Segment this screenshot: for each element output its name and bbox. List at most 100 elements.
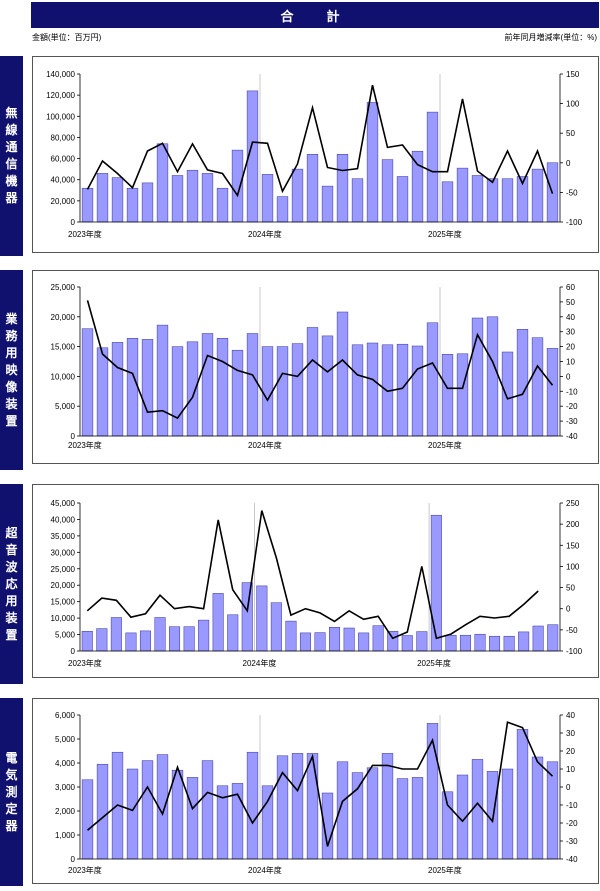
- left-tick-label: 60,000: [51, 155, 76, 164]
- bar: [396, 778, 409, 860]
- bar: [547, 624, 559, 652]
- left-tick-label: 5,000: [55, 631, 76, 640]
- left-tick-label: 1,000: [55, 831, 76, 840]
- bar: [156, 324, 169, 437]
- bar: [154, 617, 166, 652]
- sidebar-char: 務: [5, 328, 18, 343]
- sidebar-char: 測: [5, 784, 18, 799]
- right-tick-label: 150: [566, 70, 580, 79]
- page-title: 合 計: [280, 8, 350, 24]
- left-tick-label: 5,000: [55, 735, 76, 744]
- bar: [546, 348, 559, 437]
- sidebar-char: 応: [5, 576, 18, 591]
- left-tick-label: 25,000: [51, 565, 76, 574]
- right-tick-label: 0: [566, 783, 571, 792]
- right-tick-label: -100: [566, 647, 583, 656]
- bar: [516, 729, 529, 860]
- bar: [321, 185, 334, 223]
- yoy-line: [86, 85, 554, 198]
- sidebar-label-ultrasonic: 超音波応用装置: [0, 484, 23, 684]
- sidebar-char: 超: [5, 525, 18, 540]
- left-tick-label: 0: [71, 647, 76, 656]
- bar: [486, 316, 499, 437]
- bar: [471, 175, 484, 223]
- bar: [411, 150, 424, 223]
- bar: [216, 338, 229, 437]
- right-tick-label: -30: [566, 837, 578, 846]
- left-tick-label: 5,000: [55, 402, 76, 411]
- right-tick-label: 20: [566, 747, 575, 756]
- bar: [381, 753, 394, 860]
- bar: [445, 634, 457, 652]
- bar: [416, 631, 428, 652]
- bar: [474, 633, 486, 652]
- right-tick-label: -10: [566, 801, 578, 810]
- x-tick-label: 2024年度: [248, 865, 282, 875]
- bar: [110, 617, 122, 652]
- right-axis-unit: 前年同月増減率(単位：%): [504, 33, 597, 42]
- bar: [372, 625, 384, 652]
- left-tick-label: 30,000: [51, 548, 76, 557]
- chart-panel-video: 0 5,000 10,000 15,000 20,000 25,000 -40 -30 -20 -…: [32, 270, 599, 464]
- right-tick-label: 0: [566, 159, 571, 168]
- bar: [256, 585, 268, 652]
- bar: [531, 337, 544, 437]
- bar: [516, 329, 529, 437]
- bar: [186, 169, 199, 223]
- right-tick-label: 60: [566, 283, 575, 292]
- right-tick-label: -20: [566, 819, 578, 828]
- sidebar-char: 用: [5, 593, 18, 608]
- sidebar-label-wireless: 無線通信機器: [0, 56, 23, 256]
- sidebar-char: 置: [5, 627, 18, 642]
- bar: [291, 168, 304, 223]
- sidebar-label-video: 業務用映像装置: [0, 270, 23, 470]
- chart-electrical: 0 1,000 2,000 3,000 4,000 5,000 6,000 -40 -30 -20…: [55, 711, 578, 875]
- bar: [531, 756, 544, 860]
- x-tick-label: 2025年度: [428, 865, 462, 875]
- right-tick-label: -40: [566, 855, 578, 864]
- bar: [426, 111, 439, 223]
- left-tick-label: 25,000: [51, 283, 76, 292]
- bar: [501, 351, 514, 437]
- bar: [441, 354, 454, 437]
- bar: [329, 627, 341, 652]
- x-tick-label: 2025年度: [428, 229, 462, 239]
- bar: [171, 175, 184, 223]
- bar: [216, 187, 229, 223]
- right-tick-label: 30: [566, 328, 575, 337]
- left-tick-label: 10,000: [51, 372, 76, 381]
- bar: [366, 767, 379, 860]
- bar: [381, 159, 394, 223]
- chart-panel-ultrasonic: 0 5,000 10,000 15,000 20,000 25,000 30,000 35,0…: [32, 484, 599, 678]
- bar: [227, 614, 239, 652]
- bar: [96, 628, 108, 652]
- sidebar-char: 通: [5, 140, 18, 154]
- right-tick-label: -50: [566, 188, 578, 197]
- bar: [231, 149, 244, 223]
- right-tick-label: 100: [566, 562, 580, 571]
- bar: [456, 167, 469, 223]
- sidebar-char: 定: [5, 801, 18, 816]
- sidebar-char: 機: [5, 174, 18, 188]
- bar: [171, 346, 184, 437]
- bar: [291, 343, 304, 437]
- bar: [366, 102, 379, 223]
- bar: [489, 635, 501, 652]
- bar: [96, 763, 109, 860]
- bar: [299, 632, 311, 652]
- right-tick-label: -40: [566, 432, 578, 441]
- bar: [546, 761, 559, 860]
- bar: [171, 769, 184, 860]
- left-tick-label: 3,000: [55, 783, 76, 792]
- sidebar-char: 音: [5, 542, 18, 557]
- bar: [81, 187, 94, 223]
- right-tick-label: 40: [566, 711, 575, 720]
- bar: [351, 178, 364, 223]
- sidebar-char: 信: [5, 157, 18, 171]
- bar: [456, 353, 469, 437]
- sidebar-char: 映: [5, 362, 18, 377]
- left-tick-label: 120,000: [46, 91, 75, 100]
- chart-video: 0 5,000 10,000 15,000 20,000 25,000 -40 -30 -20 -…: [51, 283, 579, 450]
- right-tick-label: 200: [566, 520, 580, 529]
- sidebar-char: 波: [5, 559, 18, 574]
